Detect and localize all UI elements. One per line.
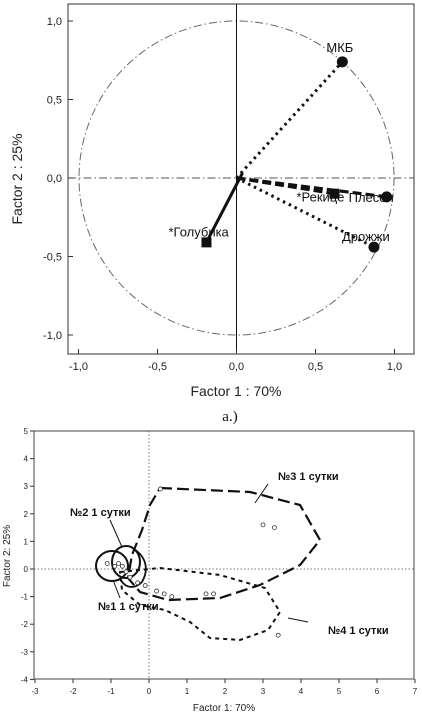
y-tick-label-a-0: 1,0 (47, 16, 62, 28)
y-tick-label-b-3: 2 (24, 510, 29, 519)
data-point-b-8 (127, 574, 133, 580)
data-point-b-12 (161, 591, 167, 597)
point-label-0: МКБ (326, 40, 353, 55)
loading-vector-0 (235, 60, 344, 180)
y-tick-label-b-8: -3 (21, 648, 29, 657)
group-label-4: №4 1 сутки (328, 625, 389, 637)
x-tick-label-b-6: 3 (261, 687, 266, 696)
loading-point-2 (381, 191, 393, 203)
chart-a: -1,0 -0,5 0,0 0,5 1,0 1,0 0,5 0,0 -0,5 -1,0 МКБ *… (9, 3, 415, 425)
loading-point-3 (368, 241, 380, 253)
group-outline-2-b (119, 547, 147, 588)
y-tick-label-b-9: -4 (21, 675, 29, 684)
x-axis-label-a: Factor 1 : 70% (190, 383, 281, 399)
y-tick-label-a-1: 0,5 (47, 95, 62, 107)
plot-frame-a (67, 3, 415, 355)
y-tick-label-a-4: -1,0 (43, 330, 62, 342)
callout-4 (287, 617, 309, 623)
y-axis-label-a: Factor 2 : 25% (9, 133, 25, 224)
group-label-1: №1 1 сутки (98, 601, 159, 613)
x-tick-label-a-4: 1,0 (387, 361, 402, 373)
data-point-b-7 (123, 569, 129, 575)
x-tick-label-b-5: 2 (223, 687, 228, 696)
point-label-4: *Голубика (168, 224, 229, 239)
x-tick-label-a-2: 0,0 (229, 361, 244, 373)
y-tick-label-b-4: 1 (24, 537, 29, 546)
x-tick-label-b-7: 4 (299, 687, 304, 696)
x-tick-label-b-3: 0 (147, 687, 152, 696)
data-point-b-9 (135, 580, 141, 586)
data-point-b-3 (104, 561, 110, 566)
x-tick-label-b-2: -1 (107, 687, 115, 696)
data-point-b-16 (275, 632, 281, 638)
y-tick-label-b-0: 5 (24, 427, 29, 436)
x-axis-label-b: Factor 1: 70% (193, 703, 255, 714)
group-outline-1 (95, 550, 129, 582)
y-tick-label-a-2: 0,0 (47, 173, 62, 185)
point-label-3: Дрожжи (342, 229, 390, 244)
data-point-b-4 (112, 563, 118, 569)
callout-3 (254, 483, 269, 504)
plot-frame-b (33, 430, 415, 680)
x-tick-label-b-10: 7 (413, 687, 418, 696)
data-point-b-5 (116, 561, 121, 566)
point-label-2: Плесен (349, 190, 394, 205)
group-outline-4 (118, 566, 282, 642)
data-point-b-11 (154, 588, 160, 594)
y-axis-label-b: Factor 2: 25% (2, 525, 13, 587)
y-tick-label-b-7: -2 (21, 620, 29, 629)
data-point-b-10 (142, 583, 148, 588)
x-tick-label-b-9: 6 (375, 687, 380, 696)
point-label-1: *Рекице (296, 190, 344, 205)
y-tick-label-b-6: -1 (21, 593, 29, 602)
chart-caption-a: a.) (222, 409, 237, 425)
y-tick-label-a-3: -0,5 (43, 252, 62, 264)
data-point-b-2 (271, 525, 277, 530)
x-tick-label-b-0: -3 (31, 687, 39, 696)
x-tick-label-b-8: 5 (337, 687, 342, 696)
y-tick-label-b-5: 0 (24, 565, 29, 574)
x-tick-label-a-3: 0,5 (308, 361, 323, 373)
data-point-b-13 (169, 594, 175, 599)
x-tick-label-b-4: 1 (185, 687, 190, 696)
loading-point-4 (201, 237, 212, 248)
loading-vector-4 (205, 172, 244, 244)
loading-point-0 (336, 56, 348, 68)
group-outline-2 (111, 545, 141, 579)
group-label-3: №3 1 сутки (278, 471, 339, 483)
group-outline-3 (126, 486, 322, 602)
x-tick-label-b-1: -2 (69, 687, 77, 696)
y-tick-label-b-1: 4 (24, 455, 29, 464)
data-point-b-15 (211, 591, 217, 597)
callout-1 (112, 579, 121, 599)
data-point-b-6 (120, 563, 125, 569)
loading-point-1 (329, 188, 340, 199)
group-label-2: №2 1 сутки (70, 507, 131, 519)
callout-2 (109, 519, 123, 548)
x-tick-label-a-1: -0,5 (148, 361, 167, 373)
y-tick-label-b-2: 3 (24, 482, 29, 491)
data-point-b-0 (157, 486, 163, 492)
data-point-b-14 (203, 591, 209, 597)
data-point-b-1 (260, 522, 266, 528)
x-tick-label-a-0: -1,0 (69, 361, 88, 373)
